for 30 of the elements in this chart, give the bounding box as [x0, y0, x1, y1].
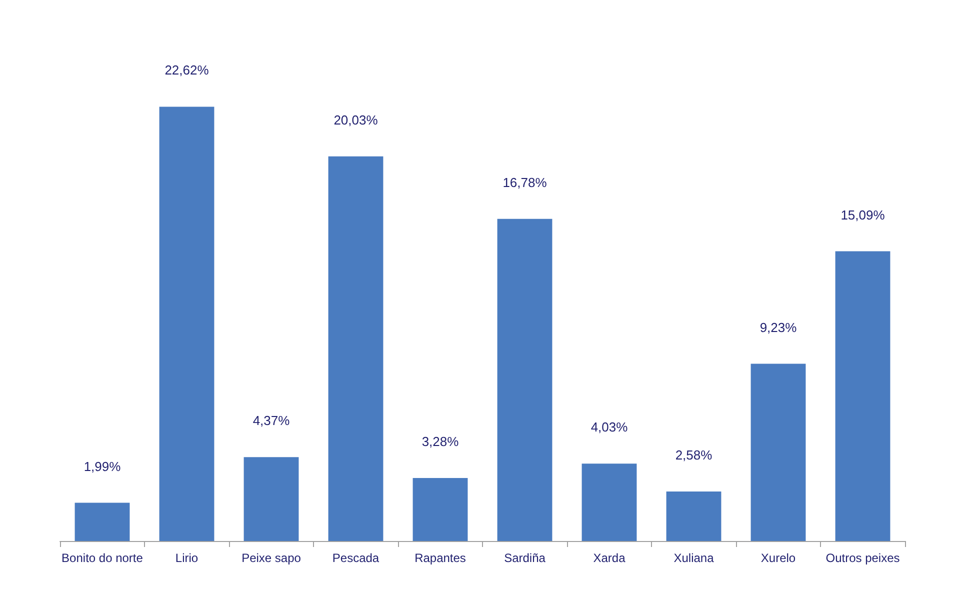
data-label: 20,03%: [334, 112, 378, 128]
x-tick-label: Lirio: [175, 551, 198, 565]
bar: [835, 251, 890, 541]
x-tick-label: Outros peixes: [826, 551, 900, 565]
x-tick-label: Xarda: [593, 551, 626, 565]
data-label: 3,28%: [422, 434, 460, 450]
x-tick-label: Sardiña: [504, 551, 546, 565]
bar: [328, 156, 384, 541]
x-tick-label: Rapantes: [414, 551, 466, 565]
bar: [412, 478, 468, 541]
data-label: 2,58%: [675, 447, 713, 462]
bar: [159, 106, 214, 541]
data-label: 4,37%: [252, 413, 290, 428]
bar: [750, 364, 806, 541]
bar: [74, 502, 130, 541]
bar: [582, 464, 637, 541]
data-label: 16,78%: [502, 174, 548, 190]
x-tick-label: Xuliana: [674, 551, 714, 565]
x-tick-label: Peixe sapo: [242, 551, 302, 565]
bar: [666, 491, 722, 541]
data-label: 4,03%: [590, 420, 628, 435]
x-tick-label: Xurelo: [760, 551, 796, 565]
x-tick-label: Bonito do norte: [62, 551, 144, 565]
data-label: 22,62%: [164, 62, 210, 78]
data-label: 9,23%: [760, 320, 798, 335]
data-label: 1,99%: [84, 458, 122, 474]
data-label: 15,09%: [840, 207, 886, 222]
bar: [244, 457, 299, 541]
x-tick-label: Pescada: [332, 551, 380, 565]
bar: [497, 218, 552, 541]
